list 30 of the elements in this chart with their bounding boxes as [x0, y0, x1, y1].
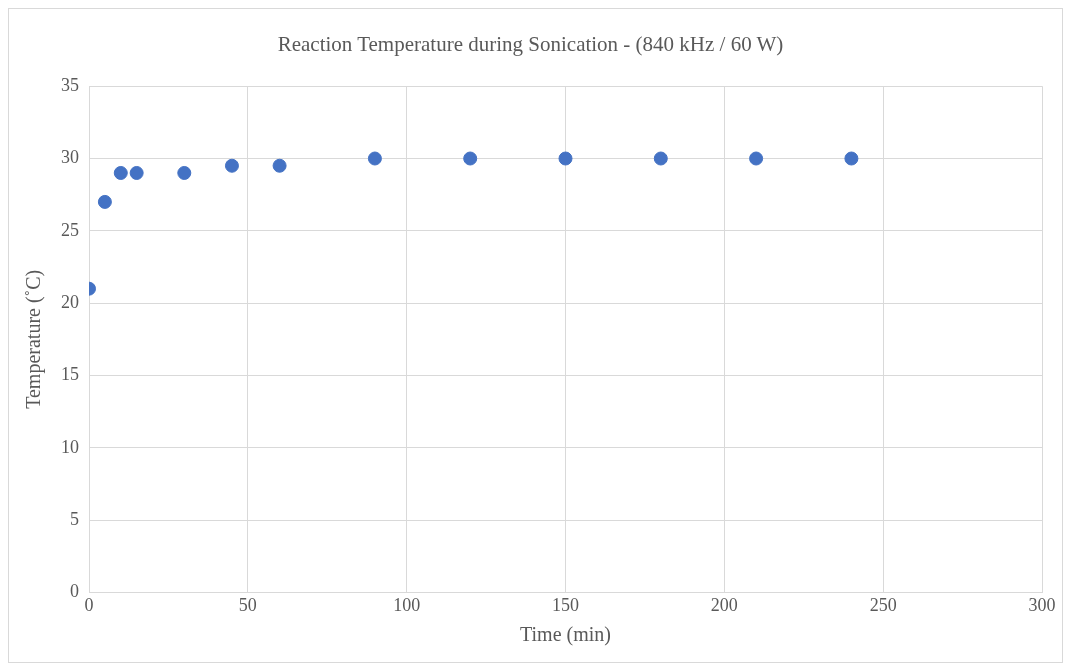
- x-tick-label: 200: [710, 594, 738, 615]
- point: [367, 151, 382, 166]
- point: [113, 165, 128, 180]
- point: [97, 194, 112, 209]
- y-tick-label: 15: [61, 364, 79, 385]
- point: [177, 165, 192, 180]
- point: [463, 151, 478, 166]
- point: [129, 165, 144, 180]
- x-tick-label: 250: [869, 594, 897, 615]
- point: [749, 151, 764, 166]
- x-tick-label: 100: [393, 594, 421, 615]
- x-axis-title: Time (min): [520, 623, 611, 647]
- y-tick-label: 25: [61, 219, 79, 240]
- chart-title: Reaction Temperature during Sonication - (840 kHz / 60 W): [277, 32, 784, 57]
- y-tick-label: 5: [70, 508, 79, 529]
- x-tick-label: 150: [552, 594, 579, 615]
- point: [224, 158, 239, 173]
- y-tick-label: 10: [61, 436, 79, 457]
- x-tick-label: 50: [238, 594, 257, 615]
- y-tick-label: 30: [61, 147, 79, 168]
- x-tick-label: 0: [84, 594, 94, 615]
- y-tick-label: 20: [61, 291, 79, 312]
- x-tick-label: 300: [1028, 594, 1056, 615]
- y-tick-label: 35: [61, 74, 79, 95]
- point: [558, 151, 573, 166]
- point: [844, 151, 859, 166]
- y-axis-title: Temperature (˚C): [22, 269, 46, 409]
- point: [653, 151, 668, 166]
- point: [272, 158, 287, 173]
- y-tick-label: 0: [70, 581, 79, 602]
